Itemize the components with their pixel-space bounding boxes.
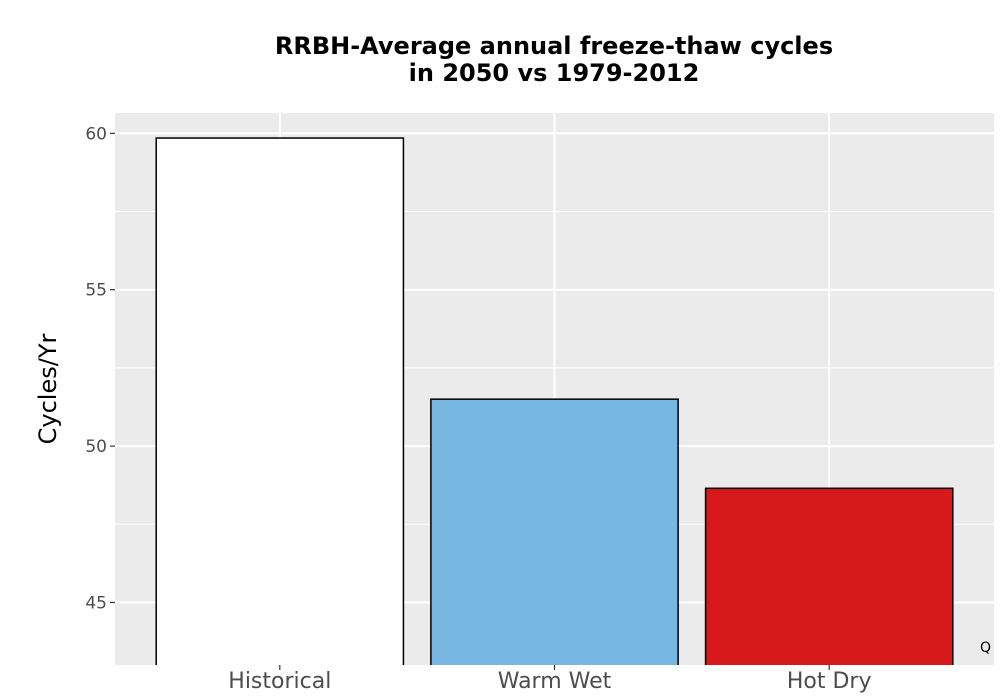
bar-warm-wet xyxy=(430,398,679,665)
x-tick-label: Historical xyxy=(228,669,331,694)
x-tick-label: Warm Wet xyxy=(498,669,612,694)
chart-title-line-2: in 2050 vs 1979-2012 xyxy=(408,59,700,87)
y-tick-label: 60 xyxy=(85,124,107,144)
y-tick-label: 50 xyxy=(85,437,107,457)
bar-hot-dry xyxy=(704,487,954,665)
y-tick-label: 45 xyxy=(85,593,107,613)
y-tick-label: 55 xyxy=(85,281,107,301)
x-tick-label: Hot Dry xyxy=(787,669,872,694)
chart-title-line-1: RRBH-Average annual freeze-thaw cycles xyxy=(274,32,834,60)
bar-historical xyxy=(155,137,405,665)
corner-mark: Q xyxy=(980,640,992,656)
